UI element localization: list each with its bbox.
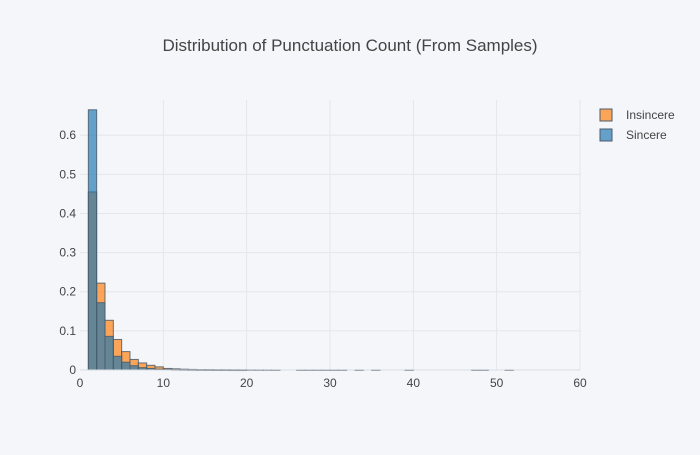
legend-item-sincere[interactable]: Sincere: [599, 128, 667, 142]
legend-label: Insincere: [626, 108, 675, 122]
grid-lines: [80, 100, 581, 370]
y-tick-label: 0.4: [59, 206, 76, 220]
y-tick-label: 0.3: [59, 246, 76, 260]
axes: 0 10 20 30 40 50 60 0 0.1 0.2 0.3 0.4 0.5 0.6: [59, 128, 587, 390]
x-tick-label: 0: [77, 376, 84, 390]
histogram-bar[interactable]: [129, 365, 139, 371]
y-tick-label: 0.5: [59, 167, 76, 181]
histogram-bar[interactable]: [96, 302, 106, 371]
legend-label: Sincere: [626, 128, 667, 142]
chart-title: Distribution of Punctuation Count (From …: [162, 36, 537, 55]
x-tick-label: 10: [157, 376, 171, 390]
histogram-bar[interactable]: [121, 361, 131, 371]
x-tick-label: 20: [240, 376, 254, 390]
histogram-bar[interactable]: [104, 335, 114, 371]
histogram-bar[interactable]: [112, 355, 123, 371]
y-tick-label: 0.1: [59, 324, 76, 338]
legend-item-insincere[interactable]: Insincere: [599, 108, 675, 122]
legend[interactable]: Insincere Sincere: [599, 108, 675, 142]
legend-swatch: [599, 128, 613, 142]
x-tick-label: 50: [490, 376, 504, 390]
x-tick-label: 60: [573, 376, 587, 390]
y-tick-label: 0.6: [59, 128, 76, 142]
legend-swatch: [599, 108, 613, 122]
x-tick-label: 30: [323, 376, 337, 390]
histogram-bar[interactable]: [87, 109, 98, 371]
y-tick-label: 0.2: [59, 285, 76, 299]
y-tick-label: 0: [69, 363, 76, 377]
x-tick-label: 40: [407, 376, 421, 390]
